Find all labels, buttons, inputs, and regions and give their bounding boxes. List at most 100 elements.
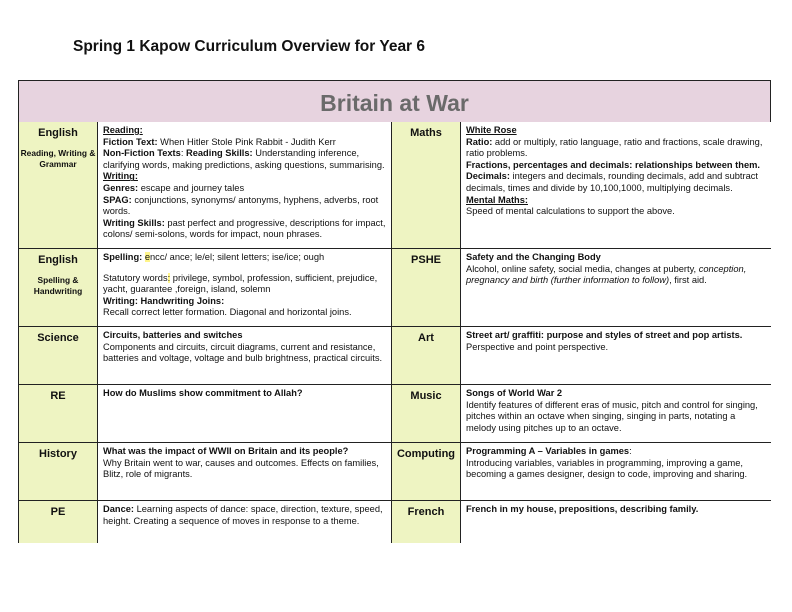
bold-text: Fractions, percentages and decimals: rel…: [466, 159, 760, 170]
content-line: Introducing variables, variables in prog…: [466, 458, 767, 481]
text: past perfect and progressive, descriptio…: [103, 217, 386, 240]
bold-text: Writing:: [103, 171, 138, 182]
subject-subtitle: Reading, Writing & Grammar: [20, 147, 96, 169]
spacer: [103, 264, 387, 273]
content-line: Speed of mental calculations to support …: [466, 206, 767, 218]
bold-text: Programming A – Variables in games: [466, 446, 630, 456]
bold-text: Writing Skills:: [103, 217, 168, 228]
subject-subtitle: Spelling & Handwriting: [33, 274, 83, 296]
subject-cell: PE: [19, 501, 98, 543]
content-line: Street art/ graffiti: purpose and styles…: [466, 330, 767, 342]
content-line: Songs of World War 2: [466, 388, 767, 400]
bold-text: Safety and the Changing Body: [466, 252, 601, 262]
text: e: [144, 252, 151, 262]
bold-text: What was the impact of WWII on Britain a…: [103, 446, 349, 456]
subject-name: Computing: [396, 448, 456, 460]
text: :: [629, 446, 632, 456]
content-line: Alcohol, online safety, social media, ch…: [466, 264, 767, 287]
bold-text: Spelling:: [103, 252, 145, 262]
subject-name: History: [39, 448, 77, 460]
text: privilege, symbol, profession, sufficien…: [103, 272, 378, 295]
bold-text: Circuits, batteries and switches: [103, 330, 243, 340]
subject-cell: English Spelling & Handwriting: [19, 249, 98, 327]
subject-cell: History: [19, 443, 98, 501]
text: Perspective and point perspective.: [466, 341, 609, 352]
text: Identify features of different eras of m…: [466, 399, 758, 433]
text: integers and decimals, rounding decimals…: [466, 171, 758, 193]
bold-text: Ratio:: [466, 136, 495, 147]
content-line: Fiction Text: When Hitler Stole Pink Rab…: [103, 137, 387, 149]
subject-name: French: [407, 506, 445, 518]
text: Statutory words: [103, 272, 168, 283]
subject-cell: RE: [19, 385, 98, 443]
subject-cell: Art: [392, 327, 461, 385]
content-line: Writing: Handwriting Joins:: [103, 296, 387, 308]
bold-text: Genres:: [103, 182, 141, 193]
content-line: Writing:: [103, 171, 387, 183]
content-line: Recall correct letter formation. Diagona…: [103, 307, 387, 319]
topic-banner: Britain at War: [19, 81, 770, 123]
text: Alcohol, online safety, social media, ch…: [466, 263, 699, 274]
text: When Hitler Stole Pink Rabbit - Judith K…: [160, 136, 336, 147]
text: Components and circuits, circuit diagram…: [103, 341, 383, 364]
content-cell: Street art/ graffiti: purpose and styles…: [461, 327, 771, 385]
content-cell: What was the impact of WWII on Britain a…: [98, 443, 392, 501]
content-line: Mental Maths:: [466, 195, 767, 207]
subject-name: English: [38, 127, 78, 139]
content-line: Circuits, batteries and switches: [103, 330, 387, 342]
text: Introducing variables, variables in prog…: [466, 457, 748, 480]
content-cell: Reading: Fiction Text: When Hitler Stole …: [98, 122, 392, 249]
content-line: Dance: Learning aspects of dance: space,…: [103, 504, 387, 527]
subject-name: English: [38, 254, 78, 266]
content-cell: Songs of World War 2 Identify features of…: [461, 385, 771, 443]
text: add or multiply, ratio language, ratio a…: [466, 136, 763, 159]
content-line: Writing Skills: past perfect and progres…: [103, 218, 387, 241]
text: Why Britain went to war, causes and outc…: [103, 457, 379, 480]
text: conjunctions, synonyms/ antonyms, hyphen…: [103, 194, 379, 217]
subject-name: PE: [50, 506, 66, 518]
bold-text: How do Muslims show commitment to Allah?: [103, 388, 303, 398]
bold-text: Writing: Handwriting Joins:: [103, 295, 225, 306]
bold-text: Songs of World War 2: [466, 388, 563, 398]
content-line: Perspective and point perspective.: [466, 342, 767, 354]
content-cell: Spelling: encc/ ance; le/el; silent lett…: [98, 249, 392, 327]
content-line: Programming A – Variables in games:: [466, 446, 767, 458]
bold-text: Fiction Text:: [103, 136, 161, 147]
content-cell: How do Muslims show commitment to Allah?: [98, 385, 392, 443]
subject-cell: Science: [19, 327, 98, 385]
text: escape and journey tales: [140, 182, 245, 193]
subject-name: Maths: [410, 127, 442, 139]
text: Understanding inference, clarifying word…: [103, 148, 385, 170]
subject-cell: Maths: [392, 122, 461, 249]
bold-text: Dance:: [103, 504, 137, 514]
curriculum-table: Britain at War English Reading, Writing &…: [18, 80, 771, 543]
bold-text: Reading Skills:: [186, 148, 256, 159]
content-line: Identify features of different eras of m…: [466, 400, 767, 435]
text: conception, pregnancy and birth (further…: [466, 263, 747, 286]
bold-text: Street art/ graffiti: purpose and styles…: [466, 330, 743, 340]
subject-name: Science: [37, 332, 79, 344]
content-cell: White Rose Ratio: add or multiply, ratio …: [461, 122, 771, 249]
content-cell: French in my house, prepositions, descri…: [461, 501, 771, 543]
content-cell: Programming A – Variables in games: Intro…: [461, 443, 771, 501]
bold-text: White Rose: [466, 125, 517, 135]
text: Recall correct letter formation. Diagona…: [103, 307, 352, 318]
content-line: SPAG: conjunctions, synonyms/ antonyms, …: [103, 195, 387, 218]
text: Learning aspects of dance: space, direct…: [103, 504, 383, 526]
content-line: Why Britain went to war, causes and outc…: [103, 458, 387, 481]
subject-cell: Music: [392, 385, 461, 443]
subject-cell: English Reading, Writing & Grammar: [19, 122, 98, 249]
bold-text: SPAG:: [103, 194, 135, 205]
text: :: [167, 272, 171, 283]
content-line: White Rose: [466, 125, 767, 137]
subject-cell: French: [392, 501, 461, 543]
content-line: Safety and the Changing Body: [466, 252, 767, 264]
content-line: Statutory words: privilege, symbol, prof…: [103, 272, 387, 296]
content-line: Decimals: integers and decimals, roundin…: [466, 171, 767, 194]
subject-cell: Computing: [392, 443, 461, 501]
content-line: French in my house, prepositions, descri…: [466, 504, 767, 516]
content-line: Fractions, percentages and decimals: rel…: [466, 160, 767, 172]
content-line: Components and circuits, circuit diagram…: [103, 342, 387, 365]
text: :: [180, 148, 186, 159]
content-line: Spelling: encc/ ance; le/el; silent lett…: [103, 252, 387, 264]
